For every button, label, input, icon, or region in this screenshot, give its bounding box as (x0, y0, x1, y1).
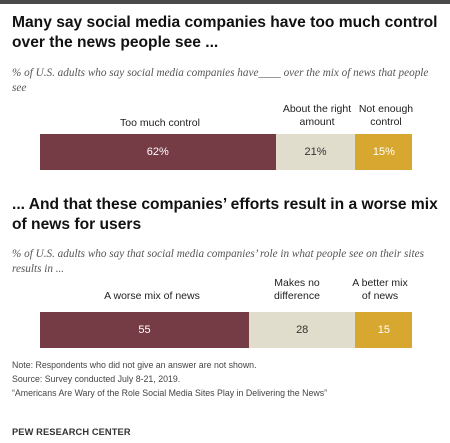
chart-1-subtitle: % of U.S. adults who say social media co… (12, 67, 429, 94)
chart-2-segment-no-difference: 28 (249, 312, 356, 348)
footer-note: Note: Respondents who did not give an an… (12, 360, 257, 370)
chart-1-category-label-too-much-control: Too much control (120, 117, 200, 129)
chart-1-value-label: 15% (372, 146, 395, 158)
chart-2-value-label: 28 (296, 324, 309, 336)
chart-1-value-label: 21% (304, 146, 327, 158)
pew-research-center-logo-text: PEW RESEARCH CENTER (12, 427, 131, 437)
chart-2-category-label-no-difference: Makes no difference (274, 277, 320, 302)
footer-source: Source: Survey conducted July 8-21, 2019… (12, 374, 181, 384)
chart-2-segment-worse-mix: 55 (40, 312, 249, 348)
chart-2-subtitle: % of U.S. adults who say that social med… (12, 248, 424, 275)
chart-1-title: Many say social media companies have too… (12, 14, 438, 51)
footer-report-title: “Americans Are Wary of the Role Social M… (12, 388, 328, 398)
chart-2-category-label-better-mix: A better mix of news (352, 277, 408, 302)
chart-1-segment-too-much-control: 62% (40, 134, 276, 170)
chart-1-value-label: 62% (146, 146, 169, 158)
chart-2-segment-better-mix: 15 (355, 312, 413, 348)
top-rule (0, 0, 450, 4)
chart-1-category-label-about-right: About the right amount (282, 103, 352, 128)
chart-2-category-label-worse-mix: A worse mix of news (104, 290, 200, 302)
chart-2-title: ... And that these companies’ efforts re… (12, 196, 438, 233)
chart-2-value-label: 55 (138, 324, 151, 336)
chart-2-value-label: 15 (377, 324, 391, 336)
chart-1-segment-not-enough: 15% (355, 134, 413, 170)
chart-1-category-label-not-enough: Not enough control (358, 103, 414, 128)
chart-1-segment-about-right: 21% (275, 134, 356, 170)
